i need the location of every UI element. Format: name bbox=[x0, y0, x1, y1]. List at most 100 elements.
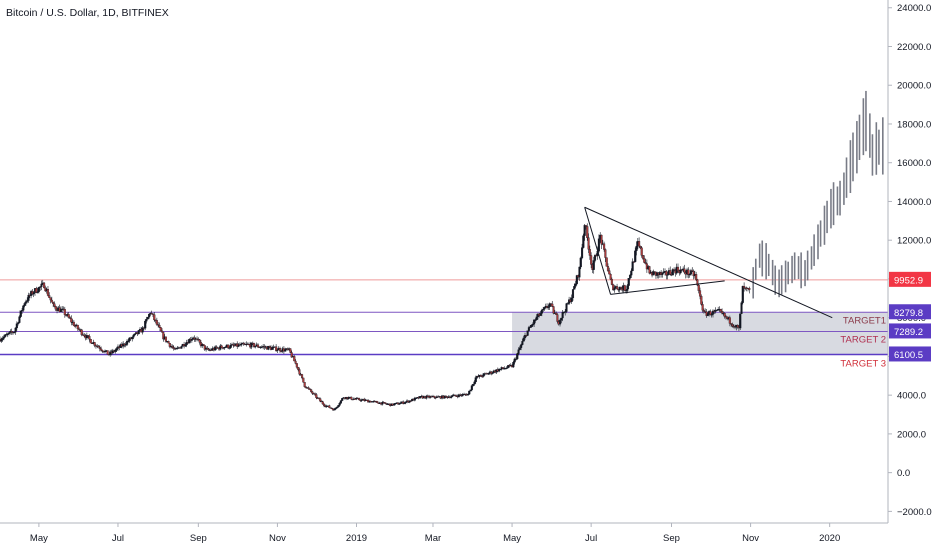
candle bbox=[640, 247, 643, 256]
candle bbox=[125, 340, 129, 345]
candle bbox=[347, 397, 350, 399]
candle bbox=[584, 225, 588, 227]
candle bbox=[157, 324, 160, 326]
candle bbox=[604, 249, 607, 258]
candle bbox=[393, 403, 396, 406]
candle bbox=[404, 401, 407, 403]
candle bbox=[22, 305, 25, 311]
candle bbox=[111, 350, 114, 354]
candle bbox=[10, 331, 13, 333]
x-tick-label: May bbox=[503, 533, 521, 544]
candle bbox=[153, 314, 156, 321]
candle bbox=[652, 271, 655, 276]
candle bbox=[155, 320, 158, 325]
candle bbox=[683, 268, 686, 273]
candle bbox=[632, 261, 635, 263]
candle bbox=[184, 344, 187, 347]
candle bbox=[457, 394, 460, 397]
chart-title: Bitcoin / U.S. Dollar, 1D, BITFINEX bbox=[6, 7, 169, 19]
candle bbox=[468, 390, 471, 395]
candle bbox=[719, 309, 722, 312]
candle bbox=[560, 317, 563, 321]
candle bbox=[50, 299, 53, 303]
candle bbox=[628, 274, 632, 279]
candle bbox=[715, 309, 718, 311]
candle bbox=[451, 395, 454, 397]
target-zone bbox=[512, 312, 888, 355]
candle bbox=[271, 347, 274, 350]
candle bbox=[144, 320, 147, 329]
candle bbox=[590, 255, 593, 265]
candle bbox=[253, 343, 256, 348]
candle bbox=[35, 288, 38, 293]
candle bbox=[605, 257, 608, 267]
candle bbox=[242, 343, 245, 345]
candle bbox=[630, 270, 633, 276]
candle bbox=[232, 344, 235, 346]
candle bbox=[307, 387, 310, 389]
candle bbox=[472, 383, 475, 386]
candle bbox=[697, 284, 700, 291]
candle bbox=[63, 309, 66, 315]
candle bbox=[551, 303, 554, 307]
candle bbox=[530, 324, 533, 328]
candle bbox=[531, 324, 534, 326]
candle bbox=[80, 329, 83, 335]
candle bbox=[6, 333, 9, 335]
candle bbox=[172, 347, 175, 349]
candle bbox=[470, 385, 473, 391]
candle bbox=[171, 346, 174, 348]
candle bbox=[164, 336, 167, 342]
candle bbox=[289, 348, 292, 353]
candle bbox=[40, 283, 43, 287]
candle bbox=[19, 310, 22, 317]
candle bbox=[323, 403, 326, 407]
candle bbox=[593, 255, 597, 261]
candle bbox=[52, 302, 55, 304]
candle bbox=[109, 351, 112, 355]
candle bbox=[695, 274, 698, 280]
candle bbox=[709, 311, 712, 316]
candle bbox=[482, 373, 485, 377]
candle bbox=[513, 358, 516, 363]
candle bbox=[583, 225, 586, 236]
candle bbox=[662, 271, 665, 274]
candle bbox=[481, 376, 484, 378]
x-tick-label: Jul bbox=[585, 533, 597, 544]
candle bbox=[721, 311, 724, 314]
candle bbox=[146, 316, 149, 320]
candle bbox=[676, 266, 680, 272]
candle bbox=[220, 345, 223, 348]
candle bbox=[689, 270, 693, 275]
candle bbox=[443, 395, 446, 399]
candle bbox=[70, 318, 73, 323]
candle bbox=[635, 245, 638, 252]
candle bbox=[330, 407, 333, 410]
candle bbox=[59, 309, 62, 313]
y-tick-label: 4000.0 bbox=[897, 391, 926, 402]
candle bbox=[46, 289, 50, 296]
candle bbox=[728, 317, 731, 324]
candle bbox=[625, 290, 628, 292]
candle bbox=[740, 302, 743, 314]
x-tick-label: 2020 bbox=[819, 533, 840, 544]
candle bbox=[619, 286, 623, 289]
candle bbox=[505, 367, 508, 369]
candle bbox=[487, 373, 490, 375]
candle bbox=[627, 278, 630, 286]
candle bbox=[197, 339, 200, 341]
candle bbox=[15, 323, 18, 329]
candle bbox=[561, 312, 564, 319]
x-tick-label: Sep bbox=[663, 533, 680, 544]
candle bbox=[185, 342, 188, 346]
candle bbox=[354, 398, 357, 400]
candle bbox=[256, 344, 260, 348]
candle bbox=[399, 402, 402, 404]
candle bbox=[8, 332, 11, 335]
candle bbox=[603, 243, 606, 250]
candle bbox=[68, 317, 72, 319]
candle bbox=[491, 372, 494, 374]
candle bbox=[522, 337, 525, 342]
